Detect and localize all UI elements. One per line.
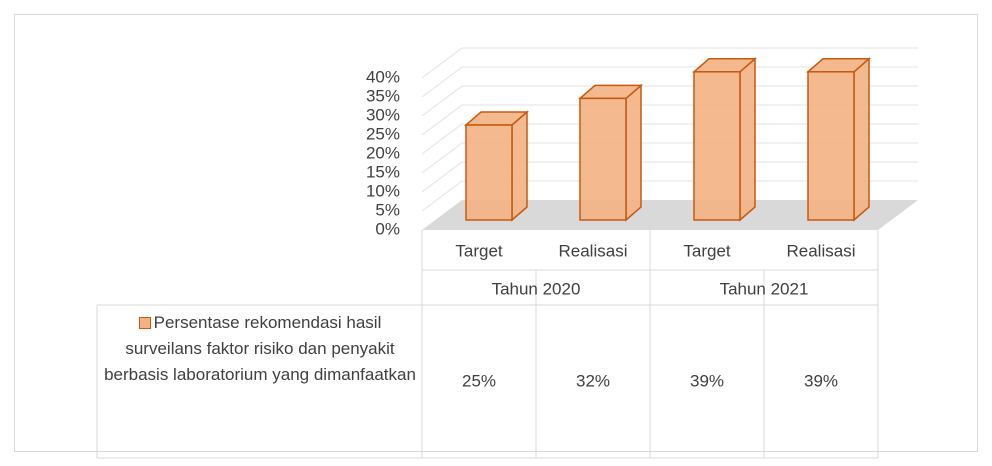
grid-line <box>421 104 918 136</box>
legend-swatch <box>138 317 151 329</box>
grid-line <box>421 47 918 79</box>
bar-front <box>693 71 741 221</box>
group-label: Tahun 2020 <box>492 279 581 298</box>
y-tick-label: 30% <box>366 105 400 124</box>
bar <box>463 110 530 222</box>
y-tick-label: 10% <box>366 181 400 200</box>
y-tick-label: 35% <box>366 86 400 105</box>
x-tick-label: Realisasi <box>787 241 856 260</box>
bar <box>577 83 644 222</box>
legend-label: Persentase rekomendasi hasil surveilans … <box>104 313 416 384</box>
bar-front <box>465 124 513 221</box>
y-tick-label: 20% <box>366 143 400 162</box>
value-label: 25% <box>462 371 496 390</box>
legend: Persentase rekomendasi hasil surveilans … <box>100 310 420 388</box>
value-label: 39% <box>690 371 724 390</box>
y-tick-label: 40% <box>366 67 400 86</box>
y-tick-label: 5% <box>375 200 400 219</box>
bar-front <box>807 71 855 221</box>
x-tick-label: Target <box>683 241 731 260</box>
value-label: 32% <box>576 371 610 390</box>
grid-line <box>421 123 918 155</box>
y-tick-label: 0% <box>375 219 400 238</box>
y-tick-label: 25% <box>366 124 400 143</box>
chart-border <box>14 14 978 452</box>
value-label: 39% <box>804 371 838 390</box>
bar-side <box>739 57 756 222</box>
x-tick-label: Target <box>455 241 503 260</box>
grid-line <box>421 161 918 193</box>
grid-line <box>421 85 918 117</box>
group-label: Tahun 2021 <box>720 279 809 298</box>
bar <box>805 57 872 222</box>
bar-front <box>579 97 627 221</box>
x-tick-label: Realisasi <box>559 241 628 260</box>
y-tick-label: 15% <box>366 162 400 181</box>
bar <box>691 57 758 222</box>
grid-line <box>421 142 918 174</box>
floor <box>422 200 918 230</box>
grid-line <box>421 180 918 212</box>
bar-side <box>511 110 528 222</box>
bar-side <box>853 57 870 222</box>
grid-line <box>421 66 918 98</box>
bar-side <box>625 83 642 222</box>
